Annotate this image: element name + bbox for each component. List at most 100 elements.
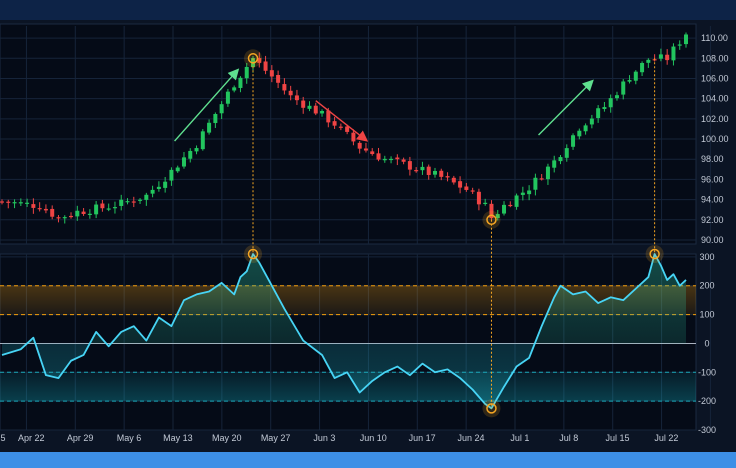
price-tick-label: 94.00 <box>701 195 724 205</box>
candle-body <box>684 34 688 45</box>
candle-body <box>451 177 456 183</box>
price-tick-label: 104.00 <box>701 94 729 104</box>
candle-body <box>100 203 105 209</box>
trend-arrow-down <box>315 100 369 142</box>
candle-body <box>37 208 42 210</box>
top-bar <box>0 0 736 20</box>
date-tick-label: Jul 15 <box>606 433 630 443</box>
trend-arrow-up <box>538 79 594 136</box>
candle-body <box>627 80 632 82</box>
candle-body <box>677 44 682 46</box>
oscillator-late-peak-marker <box>649 248 660 260</box>
candle-body <box>200 131 205 150</box>
date-tick-label: Jul 22 <box>654 433 678 443</box>
candle-body <box>514 195 519 207</box>
date-tick-label: 5 <box>0 433 5 443</box>
price-axis-ticks: 90.00 92.00 94.00 96.00 98.00 100.00 102.00 104… <box>701 33 729 245</box>
candle-body <box>602 107 607 109</box>
candle-body <box>389 158 394 161</box>
oscillator-tick-label: 0 <box>704 338 709 348</box>
candle-body <box>382 158 387 161</box>
candle-body <box>244 66 249 79</box>
candle-body <box>564 148 569 158</box>
candle-body <box>276 75 281 83</box>
candle-body <box>614 95 619 99</box>
oscillator-axis-ticks: 300 200 100 0 -100 -200 -300 <box>698 252 716 435</box>
candle-body <box>138 199 143 201</box>
candle-body <box>633 71 638 81</box>
date-tick-label: Jul 8 <box>559 433 578 443</box>
candle-body <box>169 169 174 181</box>
candle-body <box>407 161 412 170</box>
price-tick-label: 102.00 <box>701 114 729 124</box>
candle-body <box>658 54 663 59</box>
candle-body <box>401 159 406 162</box>
candle-body <box>583 125 588 132</box>
date-tick-label: Apr 22 <box>18 433 45 443</box>
price-peak-marker <box>247 53 259 64</box>
candle-body <box>75 210 80 217</box>
candle-body <box>395 157 400 160</box>
candle-body <box>464 186 469 190</box>
date-tick-label: May 20 <box>212 433 242 443</box>
candle-body <box>577 130 582 137</box>
candle-body <box>363 148 368 151</box>
date-tick-label: May 13 <box>163 433 193 443</box>
candle-body <box>414 170 419 172</box>
candle-body <box>163 181 168 188</box>
candle-body <box>131 201 136 203</box>
date-axis-ticks: 5 Apr 22 Apr 29 May 6 May 13 May 20 May 27 Jun … <box>0 433 678 443</box>
price-panel-bg <box>0 23 697 245</box>
candle-body <box>18 202 23 204</box>
candle-body <box>62 217 67 219</box>
candle-body <box>571 135 576 147</box>
candle-body <box>307 105 312 109</box>
candle-body <box>56 217 61 219</box>
candle-body <box>345 126 350 132</box>
oscillator-series <box>1 253 687 410</box>
candle-body <box>508 204 513 207</box>
candle-body <box>87 213 92 215</box>
bottom-bar <box>0 452 736 468</box>
oscillator-tick-label: 300 <box>699 252 714 262</box>
date-tick-label: Jun 10 <box>360 433 387 443</box>
candle-body <box>439 170 444 177</box>
price-tick-label: 108.00 <box>701 53 729 63</box>
candle-body <box>470 190 475 192</box>
candle-body <box>495 214 500 219</box>
oscillator-trough-marker <box>486 403 497 414</box>
candle-body <box>181 157 186 167</box>
date-tick-label: Jun 17 <box>409 433 436 443</box>
candle-body <box>545 166 550 180</box>
extreme-markers <box>244 49 664 418</box>
price-tick-label: 106.00 <box>701 73 729 83</box>
candle-body <box>357 142 362 149</box>
oscillator-area-positive <box>27 254 686 344</box>
price-tick-label: 96.00 <box>701 174 724 184</box>
candle-body <box>338 126 343 128</box>
candle-body <box>43 208 48 211</box>
candle-body <box>326 110 331 123</box>
candle-body <box>150 189 155 194</box>
oscillator-tick-label: -100 <box>698 367 716 377</box>
candle-body <box>589 118 594 125</box>
candle-body <box>81 211 86 215</box>
oscillator-line <box>1 253 687 410</box>
candle-body <box>156 186 161 190</box>
candle-body <box>558 157 563 162</box>
candle-body <box>432 170 437 175</box>
candle-body <box>175 167 180 172</box>
candle-body <box>313 105 318 114</box>
date-tick-label: Jun 3 <box>313 433 335 443</box>
candle-body <box>370 151 375 155</box>
candle-body <box>69 215 74 218</box>
price-tick-label: 98.00 <box>701 154 724 164</box>
date-tick-label: May 27 <box>261 433 291 443</box>
candle-body <box>376 153 381 160</box>
candle-body <box>6 201 11 203</box>
candle-body <box>125 201 130 203</box>
candlestick-series <box>0 32 688 224</box>
candle-body <box>106 208 111 210</box>
price-trough-marker-glow <box>482 210 501 229</box>
candle-body <box>621 81 626 95</box>
